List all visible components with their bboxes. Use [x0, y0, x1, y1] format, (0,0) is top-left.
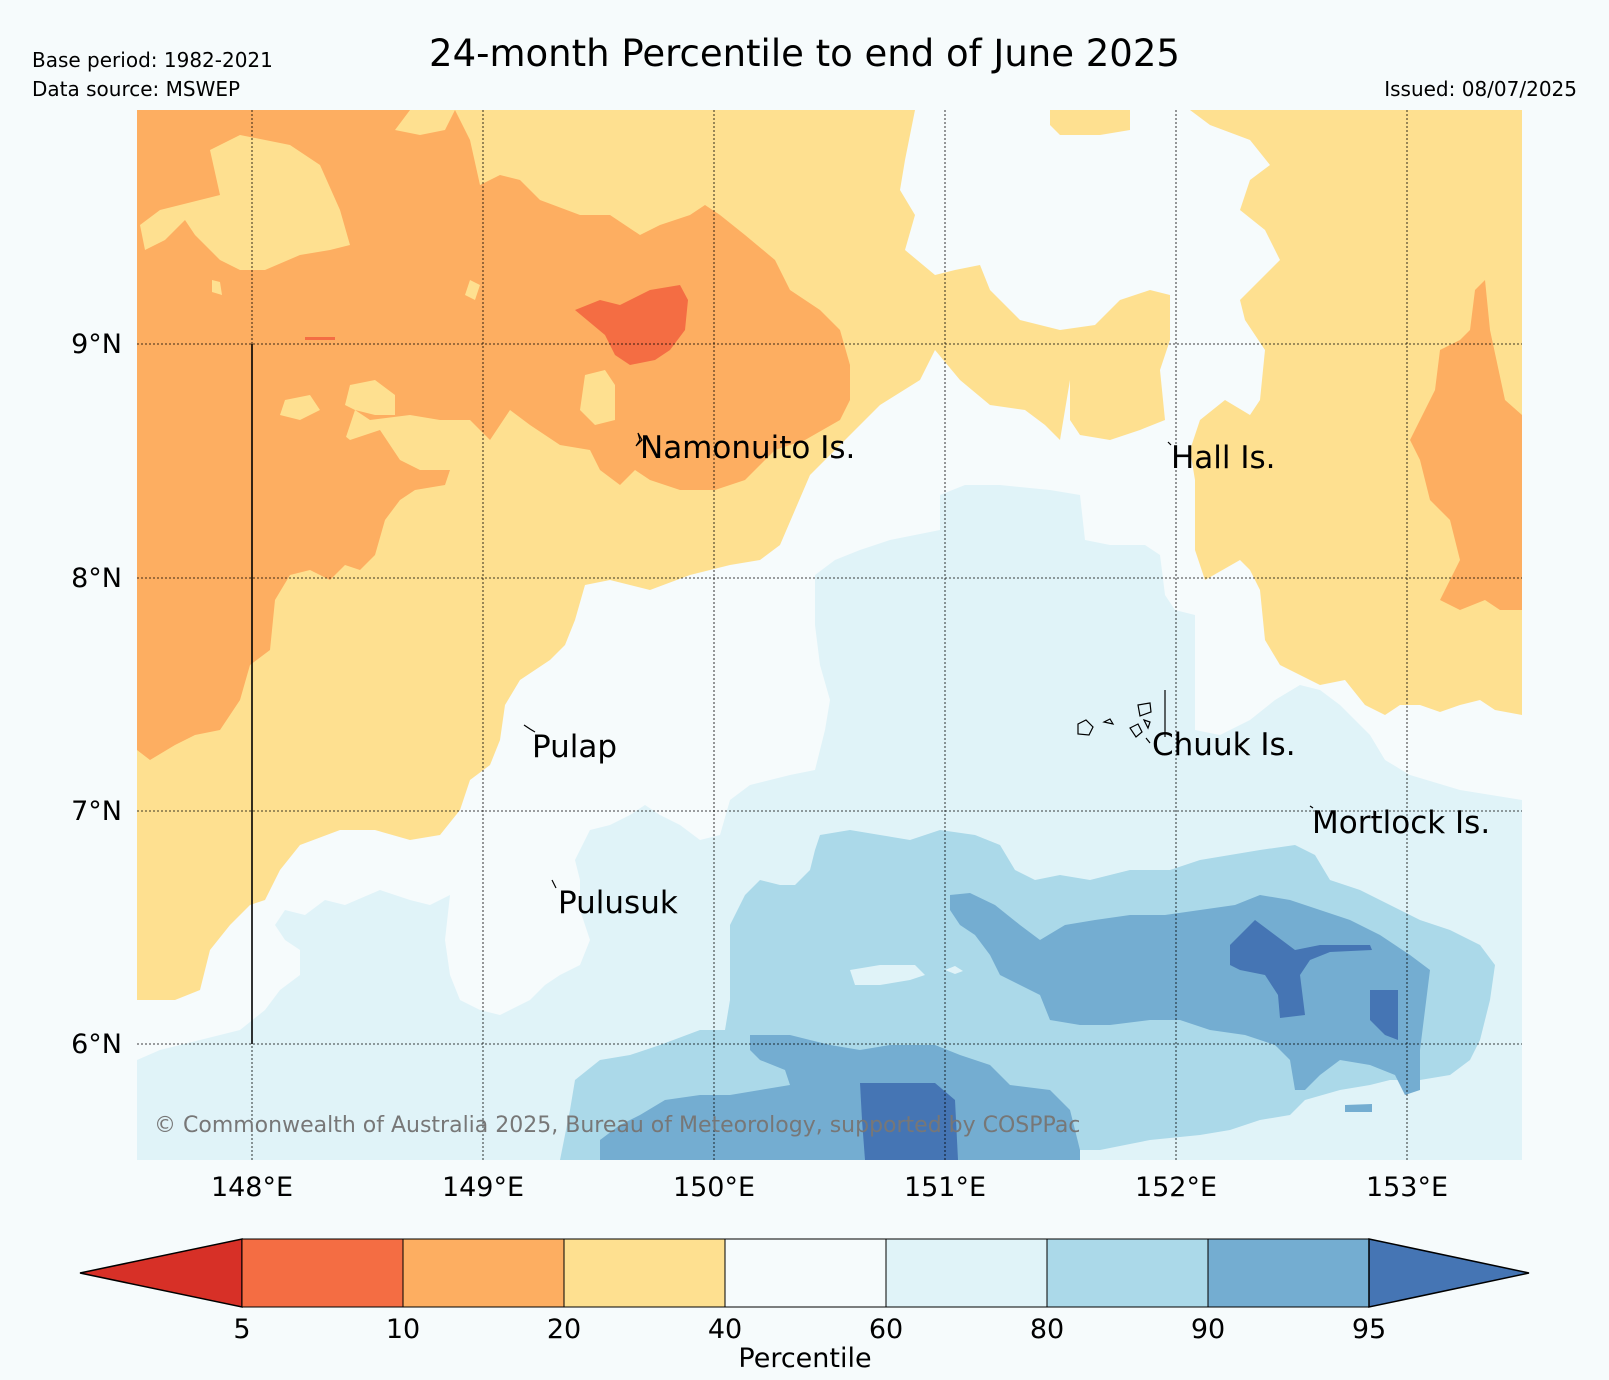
colorbar-tick-5: 5	[233, 1314, 250, 1345]
lon-label-150e: 150°E	[673, 1172, 755, 1203]
lat-label-6n: 6°N	[71, 1029, 122, 1060]
colorbar-tick-10: 10	[386, 1314, 420, 1345]
colorbar-20-40	[563, 1238, 726, 1308]
lon-label-149e: 149°E	[442, 1172, 524, 1203]
colorbar-tick-labels: 5 10 20 40 60 80 90 95	[233, 1314, 1386, 1345]
place-label-mortlock: Mortlock Is.	[1312, 805, 1490, 841]
colorbar-60-80	[885, 1238, 1048, 1308]
lat-label-7n: 7°N	[71, 796, 122, 827]
place-label-namonuito: Namonuito Is.	[640, 430, 855, 466]
lon-label-153e: 153°E	[1366, 1172, 1448, 1203]
region-90-95-east	[950, 893, 1430, 1095]
lon-label-148e: 148°E	[211, 1172, 293, 1203]
data-source-label: Data source: MSWEP	[32, 77, 241, 101]
issued-label: Issued: 08/07/2025	[1384, 77, 1577, 101]
colorbar-40-60	[724, 1238, 887, 1308]
colorbar-above-95	[1368, 1238, 1530, 1308]
place-label-hall: Hall Is.	[1171, 440, 1276, 476]
colorbar-tick-20: 20	[547, 1314, 581, 1345]
region-90-95-small	[1345, 1104, 1372, 1112]
lon-axis-labels: 148°E 149°E 150°E 151°E 152°E 153°E	[211, 1172, 1448, 1203]
region-20-40-hole-nw2	[395, 110, 455, 135]
lat-axis-labels: 9°N 8°N 7°N 6°N	[71, 329, 122, 1060]
region-20-40-north-patch	[1050, 110, 1130, 135]
region-20-40-hole-nw	[140, 135, 350, 270]
region-above-95-east	[1230, 920, 1372, 1018]
region-20-40-hole-small	[465, 280, 480, 300]
place-label-pulap: Pulap	[532, 729, 617, 765]
region-20-40-hole-mid3	[280, 395, 320, 420]
place-label-pulusuk: Pulusuk	[558, 885, 678, 921]
region-5-10	[575, 285, 688, 365]
colorbar-title: Percentile	[738, 1343, 871, 1374]
region-80-90-hole2	[945, 966, 963, 974]
colorbar-tick-90: 90	[1191, 1314, 1225, 1345]
region-80-90-hole	[850, 965, 925, 985]
region-20-40-hole-mid2	[580, 370, 615, 425]
region-20-40-hole-small2	[212, 280, 222, 295]
region-5-10-small	[305, 337, 335, 340]
colorbar-5-10	[241, 1238, 404, 1308]
region-above-95-south	[860, 1083, 958, 1160]
map-panel[interactable]: Namonuito Is. Hall Is. Pulap Chuuk Is. M…	[137, 110, 1522, 1160]
region-above-95-east2	[1370, 990, 1398, 1040]
colorbar-90-95	[1207, 1238, 1370, 1308]
copyright-label: © Commonwealth of Australia 2025, Bureau…	[154, 1113, 1080, 1138]
base-period-label: Base period: 1982-2021	[32, 48, 273, 72]
colorbar-tick-40: 40	[708, 1314, 742, 1345]
colorbar-80-90	[1046, 1238, 1209, 1308]
region-90-95-south	[600, 1035, 1080, 1160]
colorbar-10-20	[402, 1238, 565, 1308]
place-label-chuuk: Chuuk Is.	[1152, 727, 1296, 763]
colorbar-tick-95: 95	[1352, 1314, 1386, 1345]
region-20-40-hole-mid	[345, 380, 395, 415]
colorbar-tick-60: 60	[869, 1314, 903, 1345]
lat-label-9n: 9°N	[71, 329, 122, 360]
region-20-40-east	[1190, 110, 1522, 715]
region-10-20-west	[137, 110, 850, 760]
colorbar-tick-80: 80	[1030, 1314, 1064, 1345]
colorbar-below-5	[79, 1238, 243, 1308]
lon-label-152e: 152°E	[1135, 1172, 1217, 1203]
colorbar-legend: 5 10 20 40 60 80 90 95 Percentile	[79, 1238, 1530, 1374]
island-outlines	[523, 432, 1314, 889]
lon-label-151e: 151°E	[904, 1172, 986, 1203]
lat-label-8n: 8°N	[71, 563, 122, 594]
region-10-20-east	[1410, 280, 1522, 610]
map-title: 24-month Percentile to end of June 2025	[429, 32, 1180, 75]
